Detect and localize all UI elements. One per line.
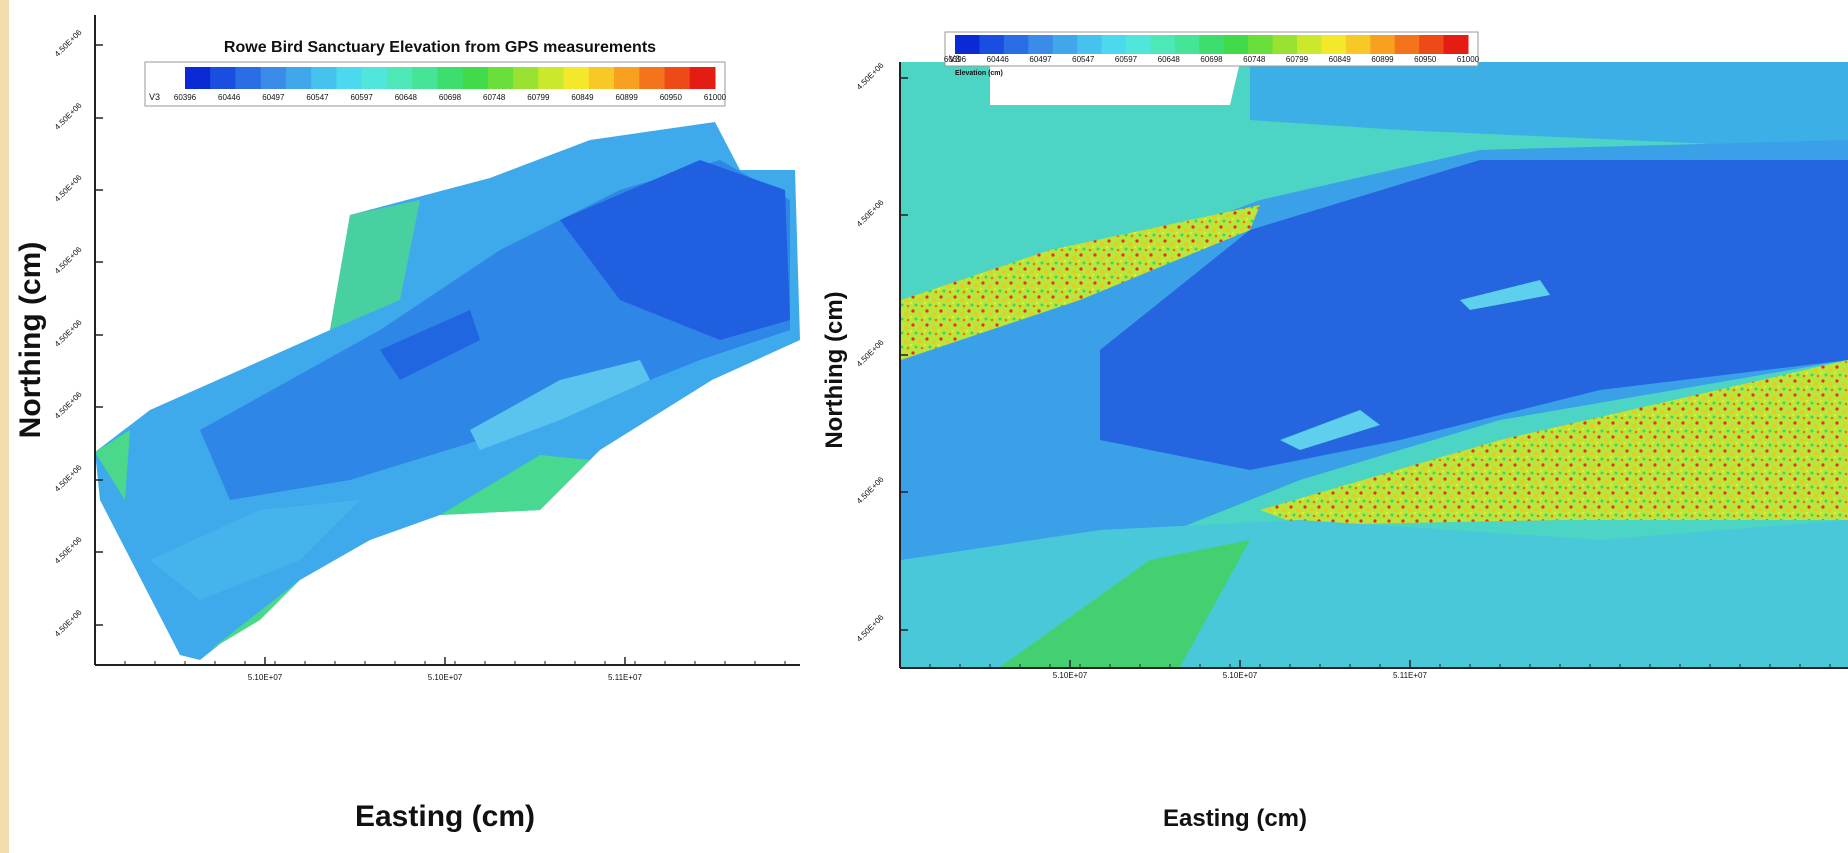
colorbar-swatch bbox=[1053, 35, 1078, 54]
colorbar-swatch bbox=[690, 67, 716, 89]
colorbar-swatch bbox=[1370, 35, 1395, 54]
colorbar-swatch bbox=[1444, 35, 1469, 54]
colorbar-swatch bbox=[336, 67, 362, 89]
x-tick-label: 5.10E+07 bbox=[1223, 671, 1258, 680]
y-tick-label: 4.50E+06 bbox=[53, 534, 84, 565]
colorbar-swatch bbox=[185, 67, 211, 89]
colorbar-label: 60849 bbox=[1329, 55, 1352, 64]
figure: Rowe Bird Sanctuary Elevation from GPS m… bbox=[0, 0, 1848, 853]
colorbar-swatch bbox=[437, 67, 463, 89]
colorbar-label: 60899 bbox=[1371, 55, 1394, 64]
y-tick-label: 4.50E+06 bbox=[855, 612, 886, 643]
colorbar-label: 61000 bbox=[1457, 55, 1480, 64]
colorbar-swatch bbox=[1102, 35, 1127, 54]
colorbar-swatch bbox=[210, 67, 236, 89]
colorbar-label: 60648 bbox=[1158, 55, 1181, 64]
y-axis-label: Northing (cm) bbox=[821, 291, 848, 448]
colorbar-swatch bbox=[235, 67, 261, 89]
colorbar-label: 60597 bbox=[1115, 55, 1138, 64]
y-tick-label: 4.50E+06 bbox=[855, 474, 886, 505]
colorbar-swatch bbox=[1150, 35, 1175, 54]
colorbar-swatch bbox=[1346, 35, 1371, 54]
colorbar-caption: Elevation (cm) bbox=[955, 70, 1003, 77]
colorbar-swatch bbox=[1175, 35, 1200, 54]
colorbar-swatch bbox=[1004, 35, 1029, 54]
x-tick-label: 5.11E+07 bbox=[1393, 671, 1427, 680]
colorbar-swatch bbox=[564, 67, 590, 89]
colorbar-label: 60497 bbox=[1029, 55, 1052, 64]
colorbar-label: 60698 bbox=[439, 93, 462, 102]
colorbar-label: 60799 bbox=[1286, 55, 1309, 64]
y-tick-label: 4.50E+06 bbox=[855, 60, 886, 91]
colorbar-label: 60698 bbox=[1200, 55, 1223, 64]
y-tick-label: 4.50E+06 bbox=[53, 100, 84, 131]
colorbar-swatch bbox=[1321, 35, 1346, 54]
colorbar-label: 60547 bbox=[1072, 55, 1095, 64]
colorbar-swatch bbox=[1028, 35, 1053, 54]
colorbar-label: 60597 bbox=[351, 93, 374, 102]
colorbar-swatch bbox=[488, 67, 514, 89]
colorbar-label: 60648 bbox=[395, 93, 418, 102]
colorbar-label: 60799 bbox=[527, 93, 550, 102]
colorbar-swatch bbox=[665, 67, 691, 89]
colorbar-swatch bbox=[538, 67, 564, 89]
colorbar-swatch bbox=[979, 35, 1004, 54]
colorbar-swatch bbox=[1419, 35, 1444, 54]
y-tick-label: 4.50E+06 bbox=[53, 462, 84, 493]
y-tick-label: 4.50E+06 bbox=[53, 317, 84, 348]
colorbar-label: 60547 bbox=[306, 93, 329, 102]
y-tick-label: 4.50E+06 bbox=[53, 27, 84, 58]
colorbar-label: 60899 bbox=[616, 93, 639, 102]
colorbar-swatch bbox=[1224, 35, 1249, 54]
gps-elevation-surface bbox=[95, 122, 800, 660]
colorbar-variable: V3 bbox=[149, 92, 160, 102]
colorbar-label: 60849 bbox=[571, 93, 594, 102]
colorbar-swatch bbox=[614, 67, 640, 89]
colorbar-swatch bbox=[1395, 35, 1420, 54]
colorbar-swatch bbox=[362, 67, 388, 89]
colorbar-swatch bbox=[639, 67, 665, 89]
y-tick-label: 4.50E+06 bbox=[855, 337, 886, 368]
colorbar-label: 61000 bbox=[704, 93, 727, 102]
colorbar-swatch bbox=[1248, 35, 1273, 54]
colorbar-swatch bbox=[412, 67, 438, 89]
x-tick-label: 5.10E+07 bbox=[428, 673, 463, 682]
x-tick-label: 5.10E+07 bbox=[1053, 671, 1088, 680]
colorbar-swatch bbox=[1199, 35, 1224, 54]
colorbar-swatch bbox=[261, 67, 287, 89]
colorbar-swatch bbox=[463, 67, 489, 89]
x-axis-label: Easting (cm) bbox=[1163, 805, 1307, 832]
x-tick-label: 5.10E+07 bbox=[248, 673, 283, 682]
colorbar-label: 60748 bbox=[1243, 55, 1266, 64]
y-tick-label: 4.50E+06 bbox=[53, 389, 84, 420]
colorbar-swatch bbox=[1077, 35, 1102, 54]
colorbar-label: 60497 bbox=[262, 93, 285, 102]
colorbar-label: 60950 bbox=[1414, 55, 1437, 64]
colorbar-label: 60950 bbox=[660, 93, 683, 102]
colorbar-label: 60446 bbox=[987, 55, 1010, 64]
colorbar-swatch bbox=[387, 67, 413, 89]
colorbar-swatch bbox=[1126, 35, 1151, 54]
colorbar-swatch bbox=[286, 67, 312, 89]
colorbar-swatch bbox=[311, 67, 337, 89]
colorbar-swatch bbox=[589, 67, 615, 89]
x-axis-label: Easting (cm) bbox=[355, 800, 535, 833]
colorbar-swatch bbox=[513, 67, 539, 89]
y-tick-label: 4.50E+06 bbox=[53, 244, 84, 275]
colorbar-swatch bbox=[955, 35, 980, 54]
colorbar-label: 60396 bbox=[174, 93, 197, 102]
colorbar-label: 60748 bbox=[483, 93, 506, 102]
y-tick-label: 4.50E+06 bbox=[53, 607, 84, 638]
colorbar-swatch bbox=[1297, 35, 1322, 54]
colorbar-label: 60446 bbox=[218, 93, 241, 102]
y-axis-label: Northing (cm) bbox=[14, 242, 47, 439]
page-border bbox=[0, 0, 9, 853]
y-tick-label: 4.50E+06 bbox=[53, 172, 84, 203]
colorbar-swatch bbox=[1273, 35, 1298, 54]
x-tick-label: 5.11E+07 bbox=[608, 673, 642, 682]
chart-title: Rowe Bird Sanctuary Elevation from GPS m… bbox=[224, 39, 656, 56]
y-tick-label: 4.50E+06 bbox=[855, 197, 886, 228]
lidar-elevation-surface bbox=[901, 62, 1848, 667]
colorbar-label: 60396 bbox=[944, 55, 967, 64]
